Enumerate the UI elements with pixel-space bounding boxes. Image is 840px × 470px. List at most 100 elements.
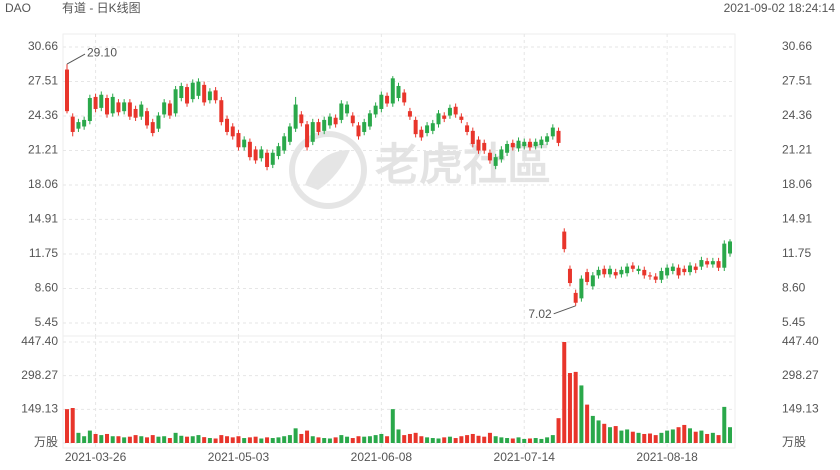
volume-bar bbox=[396, 429, 401, 443]
x-tick-label: 2021-06-08 bbox=[351, 450, 413, 464]
candle-body bbox=[562, 231, 567, 250]
volume-bar bbox=[659, 432, 664, 443]
y-tick-label-right: 8.60 bbox=[782, 281, 806, 295]
volume-bar bbox=[413, 432, 418, 443]
volume-bar bbox=[327, 438, 332, 443]
candle-body bbox=[207, 91, 212, 101]
volume-bar bbox=[162, 436, 167, 443]
volume-bar bbox=[333, 437, 338, 443]
candle-body bbox=[465, 125, 470, 132]
candle-body bbox=[145, 111, 150, 126]
candle-body bbox=[728, 241, 732, 254]
candle-body bbox=[322, 119, 327, 131]
volume-bar bbox=[87, 430, 92, 443]
y-tick-label-right: 27.51 bbox=[782, 74, 812, 88]
y-tick-label-right: 18.06 bbox=[782, 177, 812, 191]
candle-body bbox=[687, 265, 692, 273]
candle-body bbox=[510, 142, 515, 148]
candle-body bbox=[602, 268, 607, 275]
y-tick-label-right: 5.45 bbox=[782, 315, 806, 329]
candle-body bbox=[270, 152, 275, 165]
candle-body bbox=[459, 116, 464, 120]
volume-bar bbox=[373, 435, 378, 443]
candle-body bbox=[636, 268, 641, 271]
volume-bar bbox=[156, 436, 161, 443]
y-tick-label-right: 24.36 bbox=[782, 108, 812, 122]
candle-body bbox=[533, 141, 538, 147]
candle-body bbox=[167, 103, 172, 116]
candle-body bbox=[670, 266, 675, 271]
x-tick-label: 2021-05-03 bbox=[208, 450, 270, 464]
x-tick-label: 2021-03-26 bbox=[65, 450, 127, 464]
candle-body bbox=[299, 114, 304, 124]
candle-body bbox=[276, 146, 281, 157]
volume-bar bbox=[682, 424, 687, 443]
volume-bar bbox=[607, 427, 612, 443]
y-tick-label: 8.60 bbox=[35, 281, 59, 295]
y-tick-label: 298.27 bbox=[21, 368, 58, 382]
volume-bar bbox=[242, 438, 247, 443]
volume-bar bbox=[573, 371, 578, 443]
y-tick-label-right: 11.75 bbox=[782, 246, 811, 260]
volume-bar bbox=[236, 436, 241, 443]
candle-body bbox=[396, 85, 401, 99]
volume-bar bbox=[282, 436, 287, 443]
candle-body bbox=[476, 139, 481, 151]
volume-bar bbox=[625, 429, 630, 443]
candle-body bbox=[505, 143, 510, 153]
candle-body bbox=[139, 104, 144, 117]
candle-body bbox=[293, 104, 298, 129]
candle-body bbox=[225, 118, 230, 132]
candle-body bbox=[367, 113, 372, 127]
candle-body bbox=[442, 115, 447, 119]
volume-bar bbox=[590, 415, 595, 443]
volume-bar bbox=[613, 426, 618, 443]
y-tick-label: 24.36 bbox=[28, 108, 58, 122]
volume-bar bbox=[670, 429, 675, 443]
candle-body bbox=[122, 102, 127, 112]
volume-bar bbox=[122, 437, 127, 443]
volume-bar bbox=[636, 432, 641, 443]
candle-body bbox=[236, 133, 241, 148]
y-tick-label: 149.13 bbox=[21, 402, 58, 416]
candle-body bbox=[196, 81, 201, 96]
candle-body bbox=[185, 87, 190, 104]
volume-bar bbox=[305, 430, 310, 443]
candle-body bbox=[76, 122, 81, 129]
volume-bar bbox=[93, 433, 98, 443]
candle-body bbox=[705, 261, 710, 265]
candle-body bbox=[356, 125, 361, 137]
volume-bar bbox=[179, 435, 184, 443]
candle-body bbox=[287, 126, 292, 142]
candle-body bbox=[390, 78, 395, 104]
candle-body bbox=[596, 269, 601, 276]
annotation-label: 29.10 bbox=[87, 45, 117, 59]
y-tick-label-right: 298.27 bbox=[782, 368, 819, 382]
candle-body bbox=[522, 141, 527, 147]
volume-bar bbox=[693, 431, 698, 443]
volume-bar bbox=[190, 436, 195, 443]
volume-bar bbox=[630, 431, 635, 443]
volume-bar bbox=[105, 433, 110, 443]
volume-bar bbox=[316, 437, 321, 443]
volume-bar bbox=[253, 436, 258, 443]
annotation-label: 7.02 bbox=[528, 307, 552, 321]
volume-bar bbox=[65, 409, 69, 443]
x-tick-label: 2021-08-18 bbox=[636, 450, 698, 464]
volume-bar bbox=[385, 436, 390, 443]
volume-bar bbox=[550, 435, 555, 443]
candle-body bbox=[556, 130, 561, 143]
candle-body bbox=[247, 141, 252, 158]
volume-bar bbox=[482, 436, 487, 443]
volume-bar bbox=[539, 438, 544, 443]
volume-bar bbox=[339, 435, 344, 443]
candle-body bbox=[133, 108, 138, 118]
candle-body bbox=[82, 119, 87, 127]
candle-body bbox=[265, 152, 270, 167]
candle-body bbox=[699, 260, 704, 267]
candle-body bbox=[87, 98, 92, 122]
candle-body bbox=[579, 278, 584, 299]
y-tick-label-right: 149.13 bbox=[782, 402, 819, 416]
